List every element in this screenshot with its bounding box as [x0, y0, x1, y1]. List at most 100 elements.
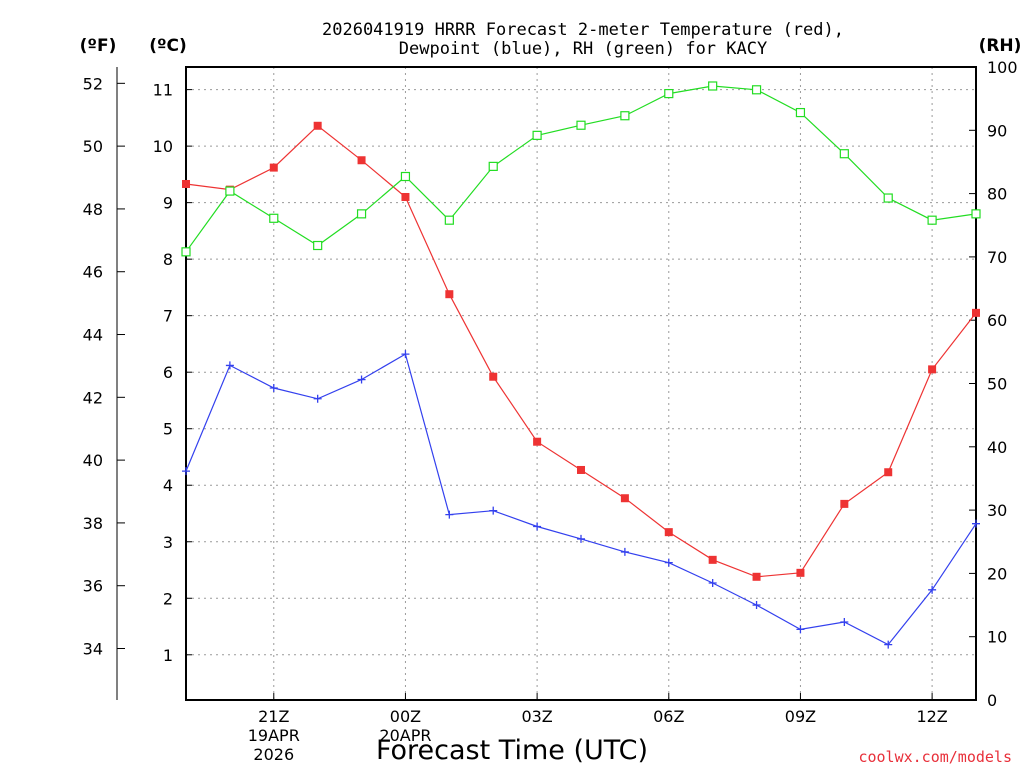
temperature-point	[182, 179, 190, 188]
dewpoint-point	[225, 361, 234, 370]
dewpoint-point	[533, 522, 542, 531]
rh-point	[225, 186, 235, 196]
temperature-point	[357, 156, 366, 165]
rh-unit-label: (RH)	[979, 36, 1022, 56]
rh-tick-label: 80	[987, 185, 1007, 204]
temperature-point	[928, 365, 937, 374]
time-tick-label: 00Z	[390, 707, 421, 726]
temperature-point	[445, 290, 454, 299]
time-tick-date-label: 20APR	[379, 726, 431, 745]
time-tick-label: 06Z	[653, 707, 684, 726]
chart-title-line-1: 2026041919 HRRR Forecast 2-meter Tempera…	[322, 20, 844, 40]
temperature-point	[533, 437, 542, 446]
temperature-point	[401, 192, 410, 201]
grid-layer	[186, 67, 976, 700]
rh-tick-label: 50	[987, 375, 1007, 394]
rh-point	[313, 240, 323, 251]
fahrenheit-tick-label: 46	[83, 263, 103, 282]
temperature-point	[840, 499, 849, 508]
dewpoint-point	[401, 350, 410, 359]
rh-tick-label: 10	[987, 628, 1007, 647]
rh-point	[576, 120, 586, 130]
rh-point	[664, 88, 674, 99]
dewpoint-point	[445, 510, 454, 519]
rh-point	[356, 209, 367, 219]
fahrenheit-tick-label: 36	[83, 577, 103, 596]
rh-point	[839, 149, 849, 159]
time-tick-label: 09Z	[785, 707, 816, 726]
celsius-tick-label: 5	[163, 420, 173, 439]
temperature-point	[972, 308, 980, 317]
rh-point	[181, 247, 191, 257]
dewpoint-point	[182, 467, 190, 476]
dewpoint-point	[928, 585, 937, 594]
temperature-point	[796, 568, 805, 577]
rh-tick-label: 30	[987, 501, 1007, 520]
dewpoint-point	[577, 534, 585, 543]
fahrenheit-tick-label: 44	[83, 326, 103, 345]
rh-point	[751, 85, 762, 95]
time-tick-label: 12Z	[916, 707, 947, 726]
rh-point	[400, 171, 411, 182]
time-tick-label: 21Z	[258, 707, 289, 726]
temperature-point	[664, 528, 673, 537]
celsius-unit-label: (ºC)	[149, 36, 187, 56]
rh-point	[532, 130, 542, 140]
temperature-point	[884, 468, 893, 477]
rh-point	[708, 81, 718, 91]
credit-label: coolwx.com/models	[858, 748, 1012, 766]
rh-tick-label: 60	[987, 311, 1007, 330]
rh-series-line	[185, 85, 977, 253]
temperature-series-line	[185, 125, 977, 578]
rh-point	[927, 215, 937, 225]
rh-point	[488, 161, 498, 171]
fahrenheit-tick-label: 42	[83, 388, 103, 407]
rh-point	[620, 111, 630, 121]
rh-point	[883, 193, 893, 203]
temperature-point	[620, 494, 629, 503]
series-layer	[181, 81, 981, 649]
dewpoint-point	[313, 394, 322, 403]
fahrenheit-tick-label: 48	[83, 200, 103, 219]
time-tick-year-label: 2026	[253, 745, 294, 764]
rh-tick-label: 70	[987, 248, 1007, 267]
dewpoint-point	[664, 558, 673, 567]
temperature-point	[752, 572, 761, 581]
celsius-tick-label: 3	[163, 533, 173, 552]
fahrenheit-tick-label: 40	[83, 451, 103, 470]
rh-tick-label: 40	[987, 438, 1007, 457]
temperature-point	[708, 555, 717, 564]
fahrenheit-tick-label: 50	[83, 137, 103, 156]
celsius-tick-label: 9	[163, 194, 173, 213]
rh-point	[444, 215, 454, 225]
rh-point	[795, 107, 806, 118]
celsius-tick-label: 1	[163, 646, 173, 665]
time-tick-date-label: 19APR	[248, 726, 300, 745]
temperature-point	[313, 121, 322, 130]
dewpoint-point	[489, 506, 498, 515]
dewpoint-point	[840, 618, 849, 627]
celsius-tick-label: 2	[163, 589, 173, 608]
temperature-point	[577, 465, 585, 474]
temperature-point	[489, 372, 498, 381]
dewpoint-point	[708, 579, 717, 588]
celsius-tick-label: 10	[153, 137, 173, 156]
rh-tick-label: 0	[987, 691, 997, 710]
celsius-tick-label: 7	[163, 307, 173, 326]
dewpoint-point	[796, 625, 805, 634]
axes-layer: 1234567891011343638404244464850520102030…	[83, 58, 1018, 764]
x-axis-title: Forecast Time (UTC)	[376, 735, 648, 766]
dewpoint-point	[620, 547, 629, 556]
chart-title-line-2: Dewpoint (blue), RH (green) for KACY	[399, 39, 767, 59]
celsius-tick-label: 6	[163, 363, 173, 382]
celsius-tick-label: 4	[163, 476, 173, 495]
fahrenheit-unit-label: (ºF)	[80, 36, 117, 56]
dewpoint-point	[752, 601, 761, 610]
rh-tick-label: 90	[987, 121, 1007, 140]
rh-tick-label: 100	[987, 58, 1018, 77]
fahrenheit-tick-label: 52	[83, 74, 103, 93]
dewpoint-point	[357, 375, 366, 384]
rh-point	[971, 209, 981, 219]
rh-tick-label: 20	[987, 564, 1007, 583]
